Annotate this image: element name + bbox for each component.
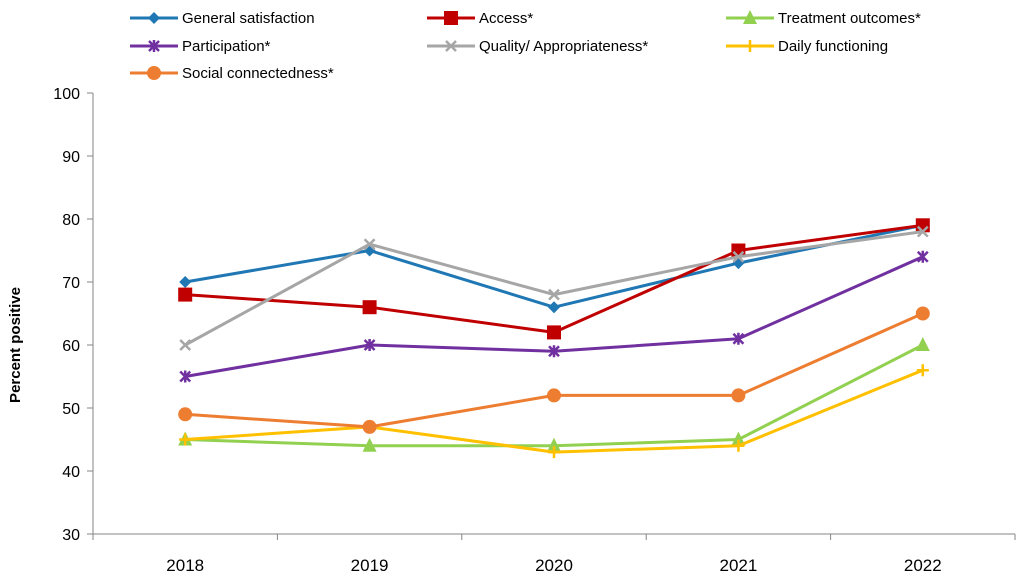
data-point xyxy=(915,306,930,321)
legend-item: General satisfaction xyxy=(130,10,315,27)
data-point xyxy=(916,225,929,238)
legend-label: Access* xyxy=(479,10,533,27)
legend-marker xyxy=(147,66,161,80)
y-tick-label: 50 xyxy=(62,401,80,418)
legend-item: Daily functioning xyxy=(726,38,888,55)
data-point xyxy=(362,437,377,452)
legend-marker xyxy=(743,10,757,24)
x-tick-label: 2019 xyxy=(351,556,389,575)
legend-marker xyxy=(445,40,457,52)
data-point xyxy=(179,339,192,351)
data-point xyxy=(732,439,745,452)
legend-marker xyxy=(444,11,458,25)
legend-item: Access* xyxy=(427,10,533,27)
data-point xyxy=(916,250,929,263)
data-point xyxy=(547,388,561,403)
data-point xyxy=(732,332,745,345)
legend-label: Social connectedness* xyxy=(182,65,334,82)
data-point xyxy=(179,276,192,288)
series-line xyxy=(185,223,924,334)
series-group xyxy=(178,218,930,459)
data-point xyxy=(916,364,929,377)
legend: General satisfaction Access* Treatment out… xyxy=(130,10,921,82)
y-tick-label: 40 xyxy=(62,464,80,481)
data-point xyxy=(731,388,746,403)
legend-marker xyxy=(148,40,160,52)
data-point xyxy=(178,407,193,422)
data-point xyxy=(731,431,746,446)
y-tick-label: 30 xyxy=(62,527,80,544)
data-point xyxy=(178,287,193,302)
data-point xyxy=(362,300,377,315)
series-quality-appropriateness xyxy=(179,225,929,351)
series-social-connectedness xyxy=(178,306,930,434)
x-tick-label: 2021 xyxy=(719,556,757,575)
x-tick-label: 2018 xyxy=(166,556,204,575)
series-line xyxy=(184,255,924,378)
data-point xyxy=(548,301,560,314)
legend-marker xyxy=(148,12,160,24)
data-point xyxy=(362,419,377,434)
legend-label: Daily functioning xyxy=(778,38,888,55)
data-point xyxy=(547,325,561,340)
data-point xyxy=(915,337,930,351)
series-participation xyxy=(179,250,929,383)
series-access xyxy=(178,218,930,340)
x-tick-label: 2022 xyxy=(904,556,942,575)
legend-label: Quality/ Appropriateness* xyxy=(479,38,648,55)
legend-item: Participation* xyxy=(130,38,271,55)
y-tick-label: 70 xyxy=(62,275,80,292)
legend-label: Participation* xyxy=(182,38,271,55)
data-point xyxy=(363,339,376,351)
data-point xyxy=(363,238,376,251)
legend-marker xyxy=(744,40,756,52)
data-point xyxy=(547,437,561,452)
data-point xyxy=(732,250,745,263)
y-tick-label: 90 xyxy=(62,149,80,166)
axes: 30 40 50 60 70 80 90 100 2018 2019 2020 2021 2022 xyxy=(53,86,1016,575)
data-point xyxy=(548,446,560,459)
data-point xyxy=(548,288,560,301)
data-point xyxy=(179,370,192,383)
series-general-satisfaction xyxy=(179,219,929,314)
y-tick-label: 80 xyxy=(62,212,80,229)
y-axis-label: Percent positive xyxy=(7,287,24,403)
x-tick-label: 2020 xyxy=(535,556,573,575)
data-point xyxy=(548,345,560,358)
legend-item: Social connectedness* xyxy=(130,65,334,82)
legend-label: General satisfaction xyxy=(182,10,315,27)
legend-label: Treatment outcomes* xyxy=(778,10,921,27)
legend-item: Quality/ Appropriateness* xyxy=(427,38,648,55)
data-point xyxy=(179,433,192,446)
y-tick-label: 100 xyxy=(53,86,80,103)
legend-item: Treatment outcomes* xyxy=(726,10,921,27)
y-tick-label: 60 xyxy=(62,338,80,355)
